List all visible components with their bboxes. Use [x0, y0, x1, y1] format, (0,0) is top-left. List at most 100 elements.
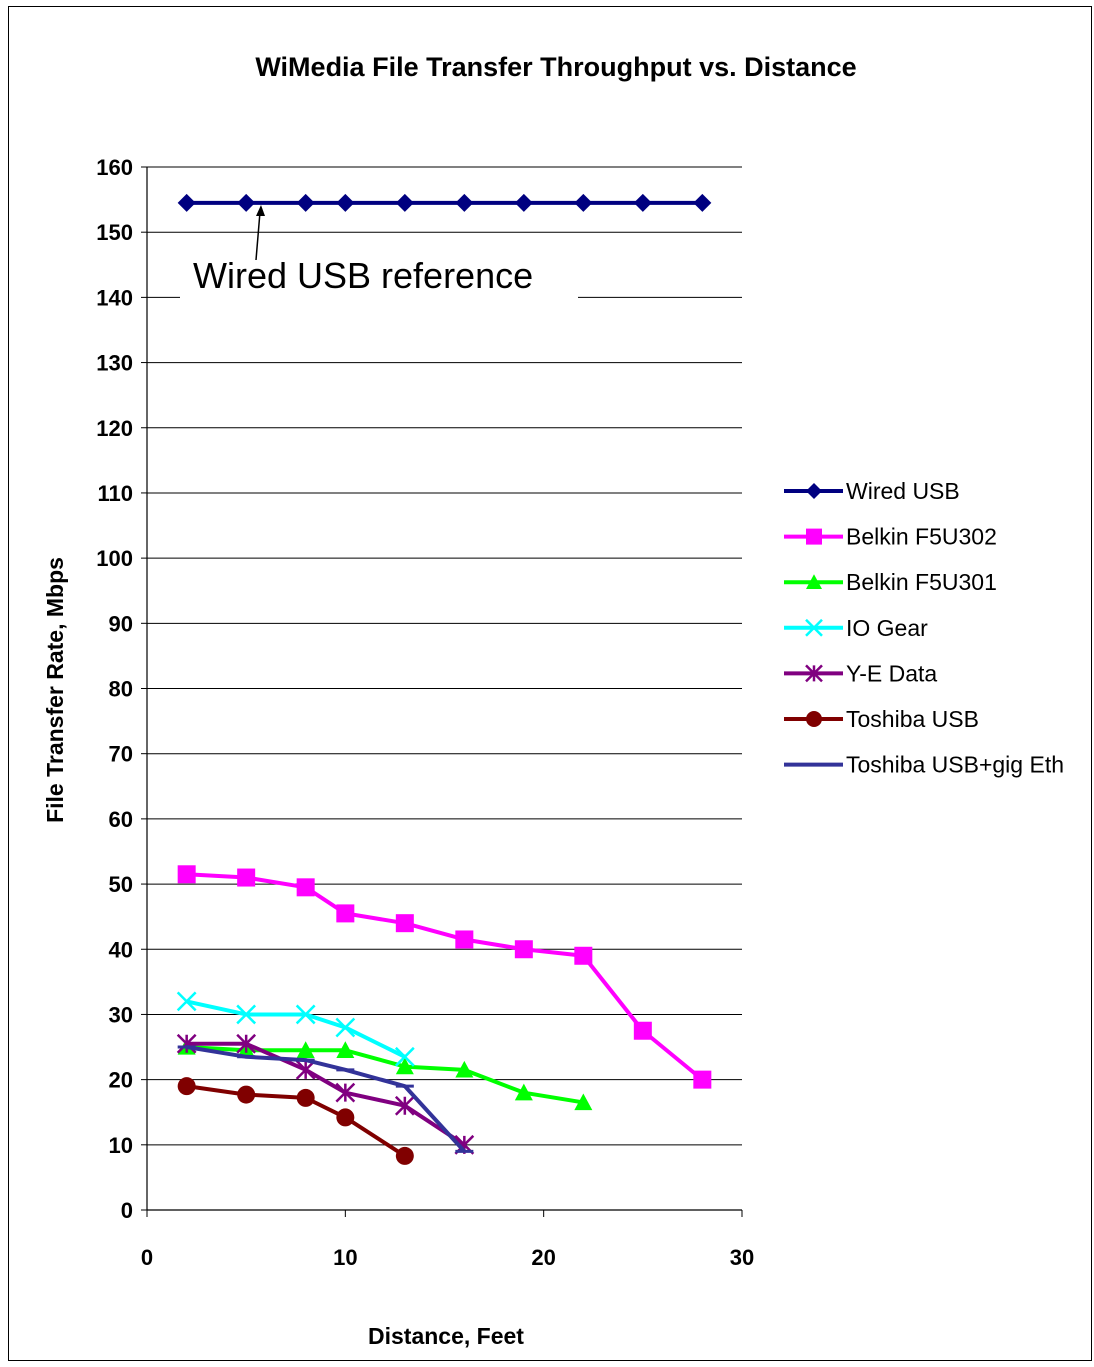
gridlines [147, 166, 742, 1146]
x-tick-label: 0 [141, 1245, 153, 1270]
data-point [176, 991, 197, 1012]
x-tick-labels: 0 10 20 30 [141, 1245, 754, 1270]
data-point [395, 193, 414, 212]
data-point [296, 1041, 315, 1058]
data-point [455, 193, 474, 212]
data-point [336, 904, 355, 923]
series-group [176, 193, 712, 1165]
legend-label: Belkin F5U302 [846, 524, 997, 550]
data-point [236, 1004, 257, 1025]
data-point [633, 193, 652, 212]
y-tick-label: 50 [109, 872, 133, 897]
data-point [236, 1033, 257, 1054]
series-toshiba-usb [177, 1077, 414, 1165]
data-point [395, 1146, 414, 1165]
y-tick-label: 80 [109, 677, 133, 702]
annotation-background [180, 250, 578, 308]
data-point [296, 193, 315, 212]
y-tick-label: 90 [109, 611, 133, 636]
y-tick-label: 20 [109, 1068, 133, 1093]
data-point [296, 878, 315, 897]
series-line [186, 872, 704, 1082]
data-point [177, 1077, 196, 1096]
legend-item: Y-E Data [784, 660, 937, 686]
data-point [693, 193, 712, 212]
data-point [805, 664, 823, 683]
data-point [295, 1004, 316, 1025]
y-tick-label: 60 [109, 807, 133, 832]
data-point [514, 193, 533, 212]
data-point [514, 940, 533, 959]
data-point [335, 1082, 356, 1103]
data-point [237, 193, 256, 212]
data-point [394, 1046, 415, 1067]
data-point [177, 865, 196, 884]
legend-item: IO Gear [784, 615, 928, 641]
y-axis-label: File Transfer Rate, Mbps [42, 557, 68, 823]
annotation-text: Wired USB reference [193, 255, 533, 296]
legend-label: Wired USB [846, 478, 960, 504]
data-point [574, 946, 593, 965]
y-tick-label: 0 [121, 1198, 133, 1223]
x-axis-label: Distance, Feet [368, 1323, 524, 1349]
data-point [455, 930, 474, 949]
legend-item: Toshiba USB [784, 706, 979, 732]
legend-item: Toshiba USB+gig Eth [784, 752, 1064, 778]
legend-label: Toshiba USB+gig Eth [846, 752, 1064, 778]
y-tick-label: 130 [96, 351, 133, 376]
x-tick-label: 30 [730, 1245, 754, 1270]
data-point [633, 1021, 652, 1040]
chart-title: WiMedia File Transfer Throughput vs. Dis… [255, 52, 856, 82]
data-point [806, 483, 822, 499]
data-point [693, 1070, 712, 1089]
y-tick-label: 150 [96, 220, 133, 245]
data-point [335, 1017, 356, 1038]
y-tick-labels: 0 10 20 30 40 50 60 70 80 90 100 110 120 130 140 150 160 [96, 155, 133, 1223]
y-tick-label: 140 [96, 285, 133, 310]
y-tick-label: 70 [109, 742, 133, 767]
y-tick-label: 120 [96, 416, 133, 441]
data-point [455, 1060, 474, 1078]
data-point [336, 1108, 355, 1127]
y-tick-label: 160 [96, 155, 133, 180]
chart-frame [8, 6, 1092, 1361]
data-point [806, 574, 822, 589]
data-point [237, 868, 256, 887]
data-point [296, 1088, 315, 1107]
legend-item: Wired USB [784, 478, 960, 504]
data-point [806, 711, 822, 727]
series-io-gear [176, 991, 415, 1067]
data-point [295, 1059, 316, 1080]
legend-item: Belkin F5U301 [784, 569, 997, 595]
data-point [395, 1057, 414, 1075]
data-point [805, 618, 823, 637]
data-point [514, 1083, 533, 1101]
data-point [336, 193, 355, 212]
series-toshiba-usb-gig-eth [177, 1045, 474, 1153]
annotation-arrow-line [255, 211, 261, 261]
series-wired-usb [177, 193, 712, 212]
data-point [177, 193, 196, 212]
x-tick-label: 10 [333, 1245, 357, 1270]
axes [141, 166, 743, 1217]
y-tick-label: 110 [98, 481, 134, 506]
y-tick-label: 100 [96, 546, 133, 571]
data-point [574, 1093, 593, 1111]
series-line [186, 1045, 466, 1153]
series-line [186, 1041, 466, 1147]
data-point [395, 914, 414, 933]
data-point [806, 528, 822, 545]
series-belkin-f5u302 [177, 865, 712, 1089]
annotation-arrowhead [256, 205, 265, 216]
y-tick-label: 40 [109, 937, 133, 962]
x-tick-label: 20 [531, 1245, 555, 1270]
data-point [237, 1085, 256, 1104]
legend-label: Belkin F5U301 [846, 569, 997, 595]
y-tick-label: 30 [109, 1002, 133, 1027]
data-point [394, 1095, 415, 1116]
annotation-group: Wired USB reference [180, 205, 578, 308]
data-point [336, 1041, 355, 1058]
legend-label: Toshiba USB [846, 706, 979, 732]
data-point [574, 193, 593, 212]
